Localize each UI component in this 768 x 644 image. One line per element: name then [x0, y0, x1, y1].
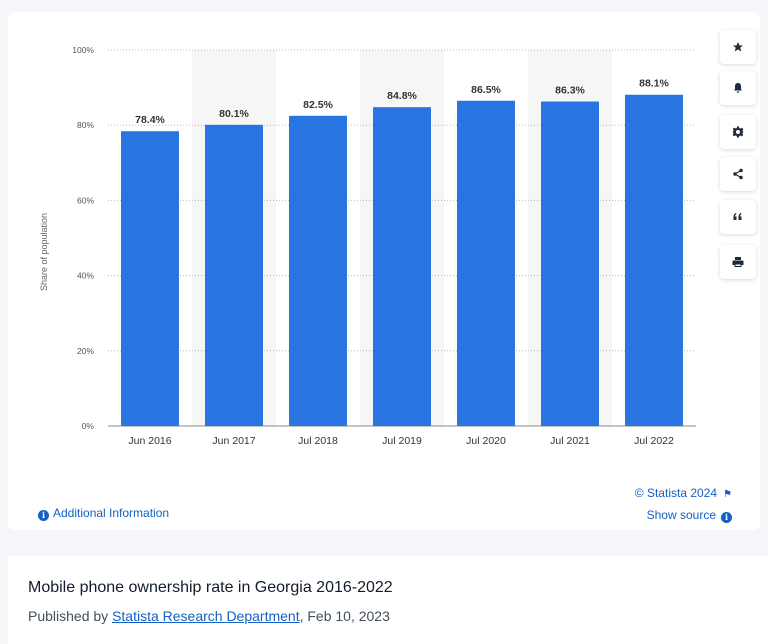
- y-tick-label: 0%: [82, 421, 95, 431]
- y-tick-label: 80%: [77, 120, 94, 130]
- info-icon: i: [721, 511, 732, 523]
- bar: [625, 94, 683, 426]
- x-tick-label: Jun 2017: [212, 435, 255, 447]
- data-label: 88.1%: [639, 78, 669, 90]
- statista-credit[interactable]: © Statista 2024 ⚑: [635, 486, 732, 500]
- bar: [457, 100, 515, 426]
- quote-icon[interactable]: [720, 200, 756, 234]
- info-icon: i: [38, 509, 49, 521]
- x-tick-label: Jul 2021: [550, 435, 590, 447]
- data-label: 84.8%: [387, 90, 417, 102]
- bar: [121, 131, 179, 426]
- published-prefix: Published by: [28, 608, 113, 624]
- bar-chart: 78.4% 80.1% 82.5% 84.8% 86.5% 86.3% 88.1% Jun …: [39, 45, 696, 447]
- star-icon[interactable]: [720, 30, 756, 64]
- data-label: 86.5%: [471, 84, 501, 96]
- x-tick-label: Jun 2016: [128, 435, 171, 447]
- gear-icon[interactable]: [720, 115, 756, 149]
- x-tick-label: Jul 2022: [634, 435, 674, 447]
- chart-card: 78.4% 80.1% 82.5% 84.8% 86.5% 86.3% 88.1% Jun …: [8, 12, 760, 530]
- show-source-label: Show source: [646, 508, 716, 522]
- additional-information-link[interactable]: i Additional Information: [38, 506, 169, 521]
- share-icon[interactable]: [720, 157, 756, 191]
- x-tick-label: Jul 2019: [382, 435, 422, 447]
- y-tick-label: 20%: [77, 346, 94, 356]
- y-tick-label: 100%: [72, 45, 94, 55]
- bar: [289, 115, 347, 427]
- y-tick-label: 40%: [77, 271, 94, 281]
- print-icon[interactable]: [720, 245, 756, 279]
- x-tick-label: Jul 2018: [298, 435, 338, 447]
- data-label: 82.5%: [303, 99, 333, 111]
- bar: [541, 101, 599, 427]
- y-tick-label: 60%: [77, 195, 94, 205]
- publisher-link[interactable]: Statista Research Department: [112, 608, 300, 624]
- bell-icon[interactable]: [720, 71, 756, 105]
- data-label: 80.1%: [219, 108, 249, 120]
- chart-title: Mobile phone ownership rate in Georgia 2…: [28, 579, 393, 596]
- additional-information-label: Additional Information: [53, 506, 170, 520]
- data-label: 78.4%: [135, 114, 165, 126]
- data-label: 86.3%: [555, 85, 585, 97]
- show-source-link[interactable]: Show source i: [647, 508, 732, 523]
- flag-icon: ⚑: [723, 489, 732, 500]
- chart-footer: Mobile phone ownership rate in Georgia 2…: [8, 556, 768, 644]
- published-line: Published by Statista Research Departmen…: [28, 608, 390, 624]
- bar: [205, 124, 263, 426]
- x-tick-label: Jul 2020: [466, 435, 506, 447]
- y-axis-label: Share of population: [39, 213, 49, 291]
- published-date: , Feb 10, 2023: [299, 608, 390, 624]
- credit-label: © Statista 2024: [634, 486, 718, 500]
- bar: [373, 107, 431, 426]
